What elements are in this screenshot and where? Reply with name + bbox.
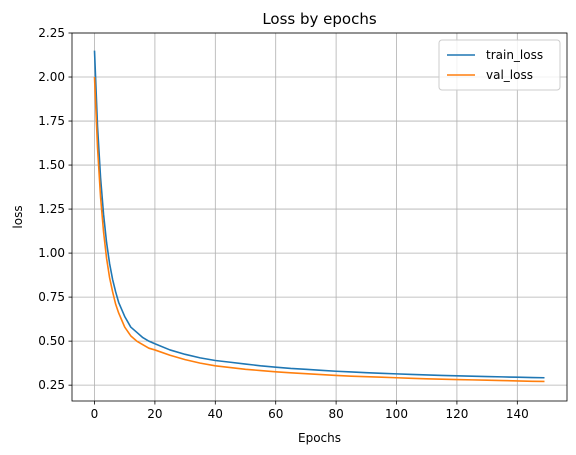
x-tick-label: 80 [328, 407, 343, 421]
y-tick-label: 1.25 [38, 202, 65, 216]
y-tick-label: 1.00 [38, 246, 65, 260]
y-tick-label: 1.75 [38, 114, 65, 128]
y-tick-label: 0.25 [38, 378, 65, 392]
series-line-val-loss [93, 76, 545, 383]
x-tick-label: 140 [506, 407, 529, 421]
y-axis-label: loss [11, 205, 25, 228]
y-tick-label: 0.50 [38, 334, 65, 348]
legend-label: train_loss [486, 48, 543, 62]
y-tick-label: 2.00 [38, 70, 65, 84]
legend-label: val_loss [486, 68, 533, 82]
legend-box [438, 39, 561, 91]
series-line-train-loss [93, 50, 545, 379]
x-tick-label: 0 [91, 407, 99, 421]
plot-frame [71, 32, 568, 402]
x-tick-label: 60 [268, 407, 283, 421]
y-tick-label: 1.50 [38, 158, 65, 172]
y-tick-label: 0.75 [38, 290, 65, 304]
x-tick-label: 20 [147, 407, 162, 421]
x-tick-label: 40 [208, 407, 223, 421]
chart-title: Loss by epochs [262, 10, 377, 28]
x-axis-ticks: 0 20 40 60 80 100 120 140 [91, 401, 529, 421]
x-axis-label: Epochs [298, 431, 341, 445]
x-tick-label: 120 [445, 407, 468, 421]
legend: train_loss val_loss [438, 39, 561, 91]
series-lines [93, 50, 545, 383]
y-axis-ticks: 0.25 0.50 0.75 1.00 1.25 1.50 1.75 2.00 2.25 [38, 26, 72, 392]
y-tick-label: 2.25 [38, 26, 65, 40]
x-tick-label: 100 [385, 407, 408, 421]
